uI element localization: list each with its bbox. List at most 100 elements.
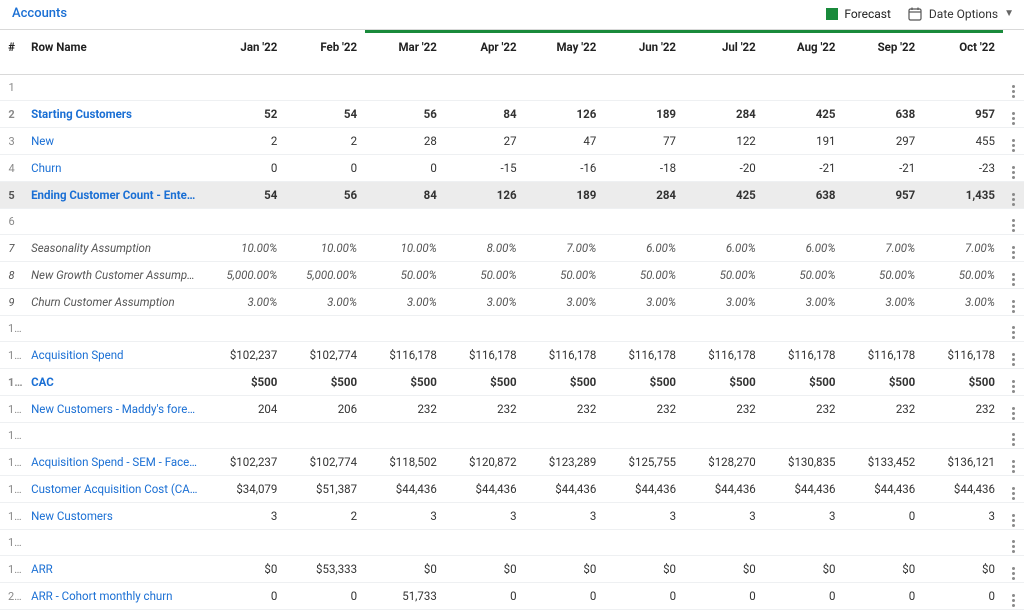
cell[interactable]: $44,436 [604,476,684,503]
cell[interactable]: $0 [206,556,286,583]
cell[interactable] [684,316,764,342]
cell[interactable]: 425 [684,182,764,209]
cell[interactable] [684,209,764,235]
cell[interactable]: 284 [604,182,684,209]
cell[interactable]: 0 [206,583,286,610]
cell[interactable]: $44,436 [764,476,844,503]
cell[interactable]: 0 [923,583,1003,610]
cell[interactable] [445,209,525,235]
cell[interactable] [206,75,286,101]
cell[interactable]: 425 [764,101,844,128]
table-row[interactable]: 17New Customers3233333303 [0,503,1024,530]
cell[interactable] [525,423,605,449]
cell[interactable]: $130,835 [764,449,844,476]
header-month[interactable]: Apr '22 [445,30,525,75]
row-menu[interactable] [1003,530,1024,556]
cell[interactable]: $102,774 [285,342,365,369]
row-menu[interactable] [1003,101,1024,128]
row-menu[interactable] [1003,209,1024,235]
cell[interactable]: $500 [206,369,286,396]
cell[interactable]: 3 [365,503,445,530]
header-month[interactable]: Oct '22 [923,30,1003,75]
row-menu[interactable] [1003,75,1024,101]
cell[interactable] [923,423,1003,449]
row-menu[interactable] [1003,396,1024,423]
table-row[interactable]: 1 [0,75,1024,101]
cell[interactable]: $0 [844,556,924,583]
cell[interactable]: 6.00% [764,235,844,262]
cell[interactable]: 6.00% [604,235,684,262]
cell[interactable]: 0 [844,583,924,610]
cell[interactable]: $500 [285,369,365,396]
cell[interactable]: 50.00% [525,262,605,289]
cell[interactable] [844,209,924,235]
tab-accounts[interactable]: Accounts [10,4,69,23]
cell[interactable]: 204 [206,396,286,423]
row-name[interactable]: Customer Acquisition Cost (CAC) [23,476,206,503]
cell[interactable]: 27 [445,128,525,155]
cell[interactable]: $116,178 [604,342,684,369]
cell[interactable]: 54 [285,101,365,128]
row-menu[interactable] [1003,476,1024,503]
cell[interactable]: $44,436 [684,476,764,503]
header-month[interactable]: Jul '22 [684,30,764,75]
cell[interactable]: 0 [604,583,684,610]
cell[interactable]: $44,436 [525,476,605,503]
cell[interactable]: $34,079 [206,476,286,503]
row-menu[interactable] [1003,369,1024,396]
cell[interactable]: 0 [365,155,445,182]
table-row[interactable]: 8New Growth Customer Assumption5,000.00%… [0,262,1024,289]
cell[interactable] [285,209,365,235]
cell[interactable]: 3 [764,503,844,530]
cell[interactable]: 56 [285,182,365,209]
cell[interactable]: 455 [923,128,1003,155]
row-name[interactable]: Ending Customer Count - Enterprise [23,182,206,209]
cell[interactable]: -16 [525,155,605,182]
cell[interactable] [445,530,525,556]
cell[interactable]: 126 [445,182,525,209]
cell[interactable] [844,75,924,101]
cell[interactable]: $0 [684,556,764,583]
cell[interactable] [365,530,445,556]
table-row[interactable]: 11Acquisition Spend$102,237$102,774$116,… [0,342,1024,369]
cell[interactable] [604,530,684,556]
cell[interactable] [844,423,924,449]
cell[interactable] [923,316,1003,342]
cell[interactable]: -15 [445,155,525,182]
cell[interactable]: 3.00% [923,289,1003,316]
cell[interactable]: 10.00% [206,235,286,262]
cell[interactable]: 232 [684,396,764,423]
cell[interactable]: 3.00% [445,289,525,316]
cell[interactable]: 10.00% [285,235,365,262]
cell[interactable]: 638 [844,101,924,128]
cell[interactable] [684,75,764,101]
cell[interactable]: 206 [285,396,365,423]
cell[interactable]: 0 [206,155,286,182]
row-name[interactable]: Seasonality Assumption [23,235,206,262]
cell[interactable]: $133,452 [844,449,924,476]
cell[interactable]: 284 [684,101,764,128]
cell[interactable]: 51,733 [365,583,445,610]
cell[interactable]: $44,436 [844,476,924,503]
cell[interactable]: $500 [764,369,844,396]
cell[interactable]: 50.00% [445,262,525,289]
cell[interactable]: 50.00% [684,262,764,289]
cell[interactable]: 232 [923,396,1003,423]
row-menu[interactable] [1003,316,1024,342]
cell[interactable] [525,75,605,101]
cell[interactable]: $0 [923,556,1003,583]
table-row[interactable]: 18 [0,530,1024,556]
cell[interactable]: $51,387 [285,476,365,503]
cell[interactable]: 5,000.00% [206,262,286,289]
table-row[interactable]: 6 [0,209,1024,235]
cell[interactable] [365,75,445,101]
cell[interactable] [445,423,525,449]
cell[interactable] [684,423,764,449]
cell[interactable]: $500 [844,369,924,396]
cell[interactable]: $500 [604,369,684,396]
cell[interactable]: 54 [206,182,286,209]
date-options-button[interactable]: Date Options ▼ [907,6,1014,22]
table-row[interactable]: 14 [0,423,1024,449]
cell[interactable]: -18 [604,155,684,182]
cell[interactable] [844,530,924,556]
